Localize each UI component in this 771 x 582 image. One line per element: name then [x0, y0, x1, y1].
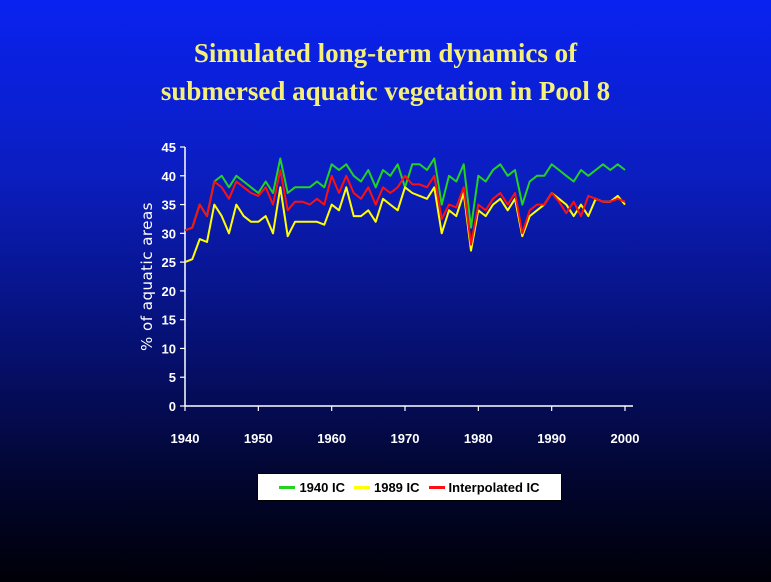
x-tick-label: 2000 — [611, 431, 640, 446]
legend-swatch-1989-ic — [353, 485, 370, 489]
x-tick-labels: 1940 1950 1960 1970 1980 1990 2000 — [171, 431, 640, 446]
series-line-1989-ic — [184, 186, 626, 264]
legend-item-interpolated-ic: Interpolated IC — [428, 479, 540, 495]
y-tick-label: 5 — [169, 370, 176, 385]
y-axis-label: % of aquatic areas — [138, 202, 156, 351]
legend-swatch-interpolated-ic — [428, 485, 445, 489]
x-tick-label: 1980 — [464, 431, 493, 446]
y-tick-label: 35 — [162, 198, 176, 213]
y-tick-label: 15 — [162, 313, 176, 328]
y-tick-label: 25 — [162, 255, 176, 270]
y-tick-labels: 0 5 10 15 20 25 30 35 40 45 — [162, 140, 176, 414]
y-tick-label: 40 — [162, 169, 176, 184]
legend-label-1989-ic: 1989 IC — [373, 479, 420, 495]
y-tick-label: 45 — [162, 140, 176, 155]
y-tick-label: 0 — [169, 399, 176, 414]
series-line-1940-ic — [184, 157, 626, 232]
x-tick-label: 1960 — [317, 431, 346, 446]
title-line-1: Simulated long-term dynamics of — [193, 38, 578, 68]
chart-series — [184, 157, 626, 264]
legend-item-1989-ic: 1989 IC — [353, 479, 420, 495]
legend-label-interpolated-ic: Interpolated IC — [448, 479, 540, 495]
title-line-2: submersed aquatic vegetation in Pool 8 — [160, 76, 611, 106]
series-line-interpolated-ic — [184, 169, 626, 246]
legend-item-1940-ic: 1940 IC — [279, 480, 345, 495]
y-tick-label: 30 — [162, 226, 176, 241]
chart-axes — [180, 146, 633, 411]
x-tick-label: 1950 — [244, 431, 273, 446]
chart-legend: 1940 IC 1989 IC Interpolated IC — [257, 473, 562, 501]
x-tick-label: 1970 — [391, 431, 420, 446]
y-tick-label: 20 — [162, 284, 176, 299]
x-tick-label: 1990 — [537, 431, 566, 446]
slide-title: Simulated long-term dynamics of submerse… — [0, 34, 771, 110]
legend-swatch-1940-ic — [279, 485, 296, 489]
x-tick-label: 1940 — [171, 431, 200, 446]
y-tick-label: 10 — [162, 341, 176, 356]
legend-label-1940-ic: 1940 IC — [299, 479, 345, 495]
